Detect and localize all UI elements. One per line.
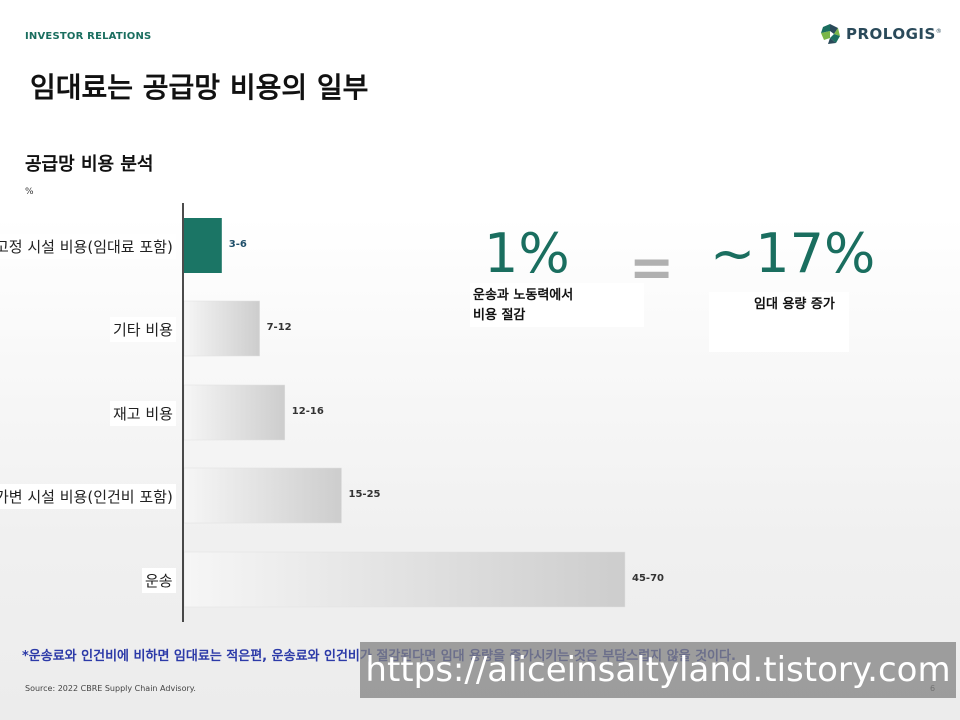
value-label-1: 7-12 (266, 321, 292, 333)
category-label-3: 가변 시설 비용(인건비 포함) (0, 483, 176, 509)
chart-unit-label: % (25, 187, 34, 197)
capacity-value: ~17% (710, 222, 876, 285)
bar-3 (183, 467, 342, 524)
category-label-2: 재고 비용 (110, 400, 176, 426)
savings-caption-box (470, 283, 644, 327)
capacity-caption-box (709, 292, 849, 352)
savings-caption: 운송과 노동력에서 비용 절감 (473, 288, 574, 323)
category-label-4: 운송 (142, 567, 176, 593)
equals-sign: = (629, 236, 675, 299)
category-label-0: 고정 시설 비용(임대료 포함) (0, 233, 176, 259)
watermark: https://aliceinsaltyland.tistory.com (360, 642, 956, 698)
page-title: 임대료는 공급망 비용의 일부 (30, 71, 369, 104)
savings-value: 1% (484, 222, 570, 285)
value-label-3: 15-25 (348, 488, 381, 500)
logo-text: PROLOGIS® (846, 25, 943, 43)
section-label: INVESTOR RELATIONS (25, 31, 152, 42)
logo-mark-icon (821, 24, 840, 44)
value-label-4: 45-70 (632, 572, 664, 584)
bar-2 (183, 384, 286, 441)
chart-title: 공급망 비용 분석 (25, 154, 154, 175)
bar-0 (184, 218, 222, 273)
value-label-2: 12-16 (291, 405, 324, 417)
bar-4 (183, 551, 626, 608)
capacity-caption: 임대 용량 증가 (754, 297, 835, 312)
source-note: Source: 2022 CBRE Supply Chain Advisory. (25, 684, 196, 693)
category-label-1: 기타 비용 (110, 316, 176, 342)
company-logo: PROLOGIS® (818, 22, 942, 46)
bar-1 (183, 300, 260, 357)
value-label-0: 3-6 (228, 238, 247, 250)
